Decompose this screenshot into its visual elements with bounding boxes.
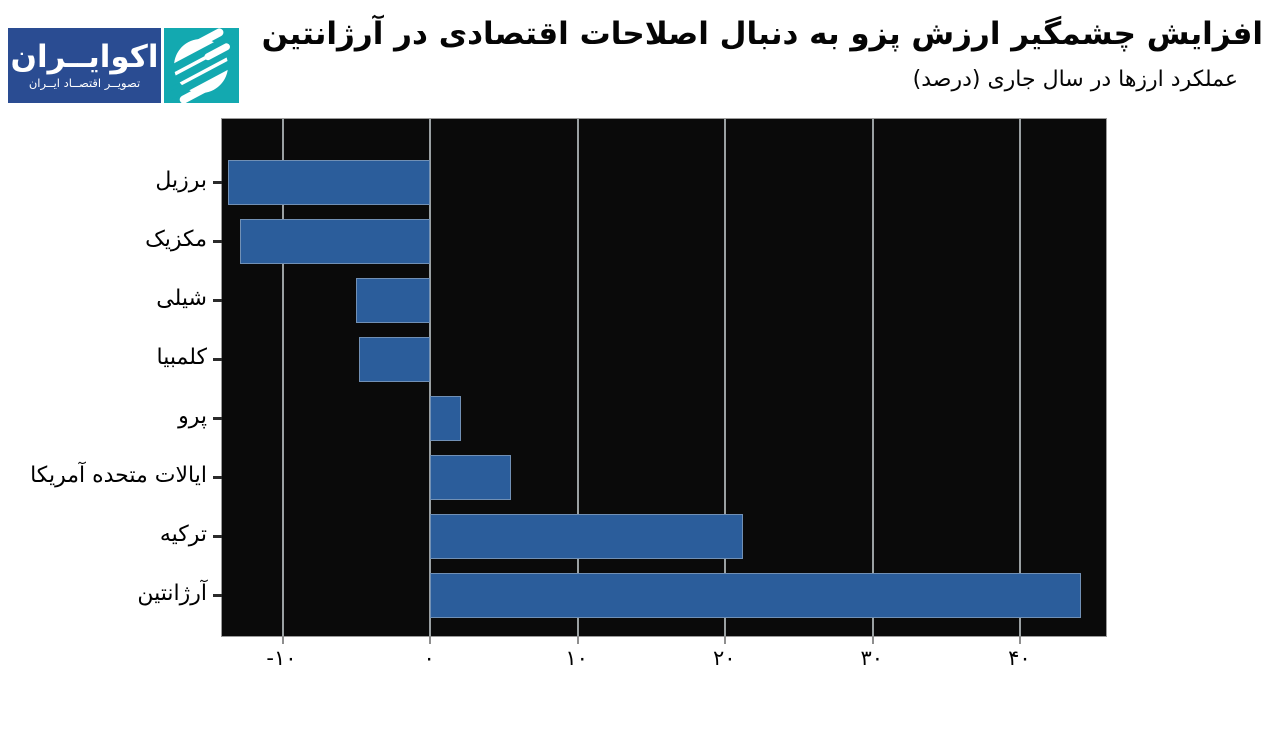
y-axis-label-peru: پرو (178, 404, 207, 429)
x-tick-label--10: -۱۰ (266, 646, 297, 670)
y-tick-mark-colombia (213, 358, 222, 361)
gridline-30 (871, 119, 874, 636)
x-tick-mark-30 (871, 636, 874, 644)
gridline--10 (281, 119, 284, 636)
x-tick-mark-10 (576, 636, 579, 644)
y-tick-mark-usa (213, 476, 222, 479)
chart-header: افزایش چشمگیر ارزش پزو به دنبال اصلاحات … (262, 14, 1263, 92)
chart-title: افزایش چشمگیر ارزش پزو به دنبال اصلاحات … (261, 16, 1263, 52)
bar-brazil (227, 159, 431, 205)
logo-emblem (158, 28, 246, 104)
y-tick-mark-mexico (213, 240, 222, 243)
x-tick-label-10: ۱۰ (565, 646, 588, 670)
gridline-40 (1019, 119, 1022, 636)
x-tick-label-40: ۴۰ (1008, 646, 1031, 670)
y-tick-mark-chile (213, 299, 222, 302)
bar-colombia (359, 336, 431, 382)
x-tick-label-30: ۳۰ (860, 646, 884, 670)
x-tick-label-20: ۲۰ (712, 646, 736, 670)
y-tick-mark-turkey (213, 535, 222, 538)
gridline-0 (429, 119, 432, 636)
chart-subtitle: عملکرد ارزها در سال جاری (درصد) (912, 67, 1238, 93)
gridline-10 (576, 119, 579, 636)
y-axis-label-chile: شیلی (156, 286, 207, 311)
y-tick-mark-peru (213, 417, 222, 420)
y-axis-label-turkey: ترکیه (159, 522, 207, 547)
y-axis-label-brazil: برزیل (155, 168, 207, 193)
logo-tagline: تصویــر اقتصــاد ایــران (28, 76, 141, 91)
logo-name: اکوایــران (10, 38, 160, 75)
gridline-20 (724, 119, 727, 636)
x-tick-mark-40 (1019, 636, 1022, 644)
x-tick-mark--10 (281, 636, 284, 644)
bar-argentina (430, 572, 1081, 618)
bar-mexico (239, 218, 431, 264)
logo-wordmark: اکوایــران تصویــر اقتصــاد ایــران (8, 28, 161, 103)
x-tick-mark-20 (724, 636, 727, 644)
y-tick-mark-brazil (213, 181, 222, 184)
ecoiran-emblem-icon (158, 28, 246, 104)
bar-chile (356, 277, 431, 323)
y-axis-label-argentina: آرژانتین (137, 581, 207, 606)
x-tick-label-0: ۰ (423, 646, 435, 670)
y-tick-mark-argentina (213, 594, 222, 597)
y-axis-label-mexico: مکزیک (145, 227, 207, 252)
y-axis-label-usa: ایالات متحده آمریکا (30, 463, 207, 488)
brand-logo: اکوایــران تصویــر اقتصــاد ایــران (8, 28, 246, 104)
bar-peru (430, 395, 462, 441)
bar-turkey (430, 513, 743, 559)
x-tick-mark-0 (429, 636, 432, 644)
y-axis-label-colombia: کلمبیا (156, 345, 207, 370)
chart-plot (213, 118, 1107, 644)
bar-usa (430, 454, 512, 500)
